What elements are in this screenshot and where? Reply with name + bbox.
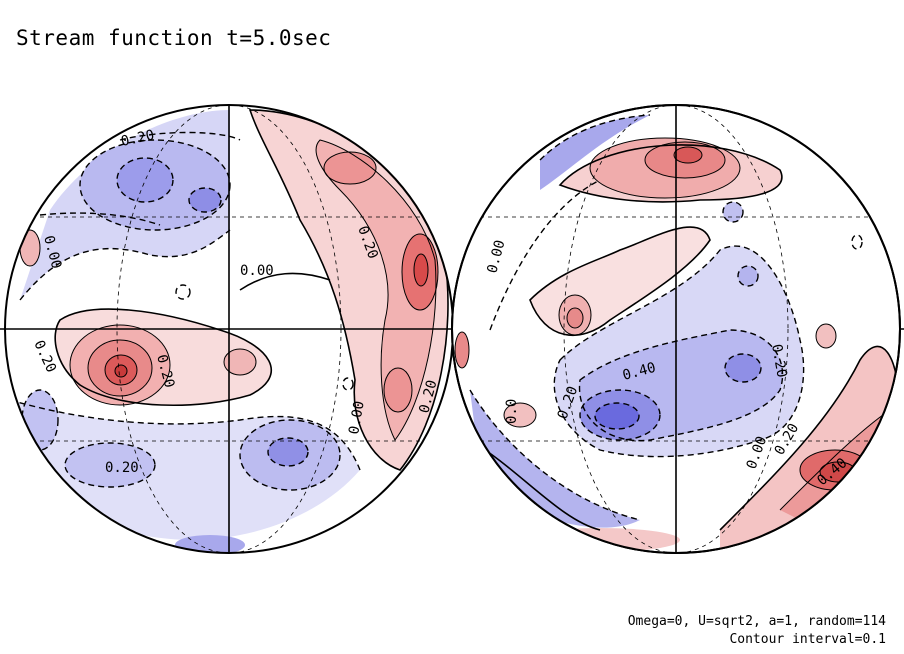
contour-label: 0.20 (768, 343, 790, 379)
left-filled-contours (5, 105, 453, 553)
plot-title: Stream function t=5.0sec (16, 26, 332, 50)
contour-interval-text: Contour interval=0.1 (729, 632, 886, 647)
right-hemisphere (451, 104, 901, 554)
contour-label: 0.00 (346, 400, 368, 436)
contour-label: 0.00 (240, 263, 274, 279)
contour-label: 0.0 (504, 399, 520, 424)
contour-label: 0.20 (120, 127, 156, 150)
left-hemisphere (0, 104, 904, 554)
parameters-text: Omega=0, U=sqrt2, a=1, random=114 (627, 614, 886, 629)
right-filled-contours (452, 105, 900, 553)
contour-label: 0.20 (105, 460, 139, 476)
